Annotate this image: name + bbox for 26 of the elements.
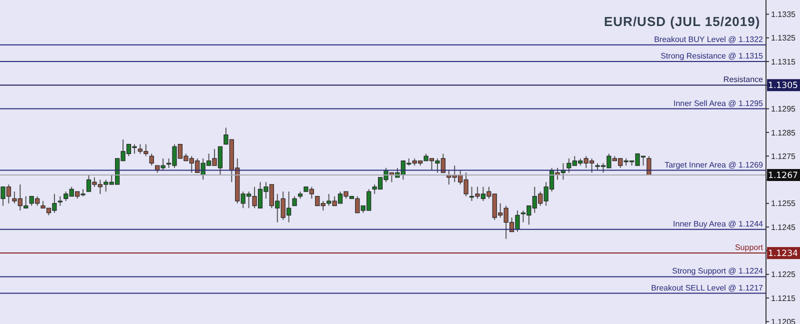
- y-tick-label: 1.1255: [771, 199, 796, 208]
- y-tick-label: 1.1315: [771, 57, 796, 66]
- y-tick-label: 1.1335: [771, 10, 796, 20]
- annotation: 1.1267: [768, 171, 798, 182]
- y-tick-label: 1.1225: [771, 270, 796, 280]
- y-tick-label: 1.1245: [771, 222, 796, 232]
- annotation: 1.1234: [768, 249, 798, 260]
- candlestick: [292, 196, 297, 206]
- y-tick-label: 1.1275: [771, 152, 796, 161]
- y-tick-label: 1.1285: [771, 128, 796, 138]
- ref-line-label: Strong Resistance @ 1.1315: [660, 51, 764, 60]
- text: EUR/USD (JUL 15/2019): [604, 14, 760, 29]
- ref-line-label: Support: [734, 243, 764, 252]
- y-tick-label: 1.1295: [771, 104, 796, 114]
- ref-line-label: Breakout BUY Level @ 1.1322: [654, 34, 764, 44]
- ref-line-label: Strong Support @ 1.1224: [672, 266, 764, 276]
- y-tick-label: 1.1325: [771, 34, 796, 43]
- candlestick: [58, 196, 62, 206]
- ref-line-label: Breakout SELL Level @ 1.1217: [651, 283, 764, 292]
- ref-line-label: Target Inner Area @ 1.1269: [664, 160, 764, 170]
- candlestick: [149, 153, 154, 166]
- annotation: 1.1305: [768, 81, 798, 92]
- y-tick-label: 1.1215: [771, 294, 796, 303]
- ref-line-label: Inner Buy Area @ 1.1244: [673, 219, 764, 228]
- ref-line-label: Resistance: [723, 75, 764, 84]
- ref-line-label: Inner Sell Area @ 1.1295: [673, 98, 764, 108]
